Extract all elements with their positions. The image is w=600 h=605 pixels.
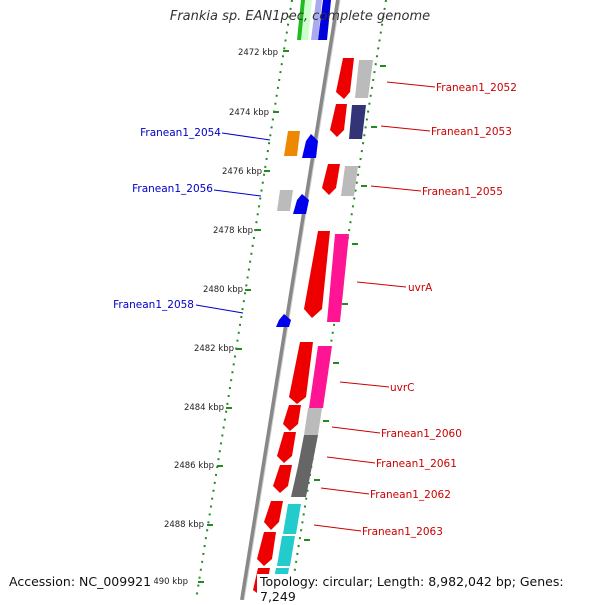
gene-label[interactable]: Franean1_2055 <box>422 186 503 198</box>
gene-block-top <box>297 0 331 40</box>
gene-label[interactable]: Franean1_2061 <box>376 458 457 470</box>
kbp-label: 2486 kbp <box>174 461 214 471</box>
kbp-label: 2488 kbp <box>164 520 204 530</box>
forward-genes <box>253 58 373 600</box>
gene-arrow <box>304 408 322 435</box>
gene-arrow <box>283 504 301 534</box>
gene-arrow <box>327 234 349 322</box>
topology-text: Topology: circular; Length: 8,982,042 bp… <box>257 574 600 604</box>
kbp-label: 2480 kbp <box>203 285 243 295</box>
gene-arrow <box>355 60 373 98</box>
gene-arrow <box>309 346 332 408</box>
gene-arrow <box>322 164 340 195</box>
gene-arrow <box>293 194 309 214</box>
gene-label[interactable]: Franean1_2053 <box>431 126 512 138</box>
accession-text: Accession: NC_009921 <box>6 574 155 589</box>
gene-arrow <box>264 501 283 530</box>
gene-arrow <box>304 231 330 318</box>
gene-label[interactable]: Franean1_2058 <box>113 299 194 311</box>
backbone-line <box>240 0 340 601</box>
gene-arrow <box>277 432 296 463</box>
gene-arrow <box>273 465 292 493</box>
gene-arrow <box>277 536 295 566</box>
gene-arrow <box>341 166 358 196</box>
gene-arrow <box>291 466 312 497</box>
kbp-label: 2472 kbp <box>238 48 278 58</box>
gene-arrow <box>283 405 301 431</box>
gene-arrow <box>257 532 276 566</box>
kbp-label: 2490 kbp <box>148 577 188 587</box>
gene-label[interactable]: uvrC <box>390 382 415 394</box>
gene-arrow <box>284 131 300 156</box>
kbp-label: 2482 kbp <box>194 344 234 354</box>
kbp-label: 2478 kbp <box>213 226 253 236</box>
gene-arrow <box>277 190 293 211</box>
kbp-label: 2474 kbp <box>229 108 269 118</box>
gene-label[interactable]: Franean1_2054 <box>140 127 221 139</box>
gene-arrow <box>289 342 313 404</box>
gene-label[interactable]: Franean1_2060 <box>381 428 462 440</box>
gene-label[interactable]: Franean1_2062 <box>370 489 451 501</box>
gene-label[interactable]: Franean1_2052 <box>436 82 517 94</box>
gene-arrow <box>349 105 366 139</box>
gene-label[interactable]: Franean1_2056 <box>132 183 213 195</box>
gene-label[interactable]: Franean1_2063 <box>362 526 443 538</box>
gene-arrow <box>276 314 291 327</box>
gene-arrow <box>330 104 347 137</box>
reverse-genes <box>276 131 318 327</box>
scale-ticks <box>198 50 386 583</box>
kbp-label: 2484 kbp <box>184 403 224 413</box>
gene-label[interactable]: uvrA <box>408 282 433 294</box>
gene-arrow <box>336 58 354 99</box>
map-title: Frankia sp. EAN1pec, complete genome <box>169 9 431 24</box>
gene-arrow <box>302 134 318 158</box>
kbp-label: 2476 kbp <box>222 167 262 177</box>
gene-arrow <box>298 435 318 466</box>
